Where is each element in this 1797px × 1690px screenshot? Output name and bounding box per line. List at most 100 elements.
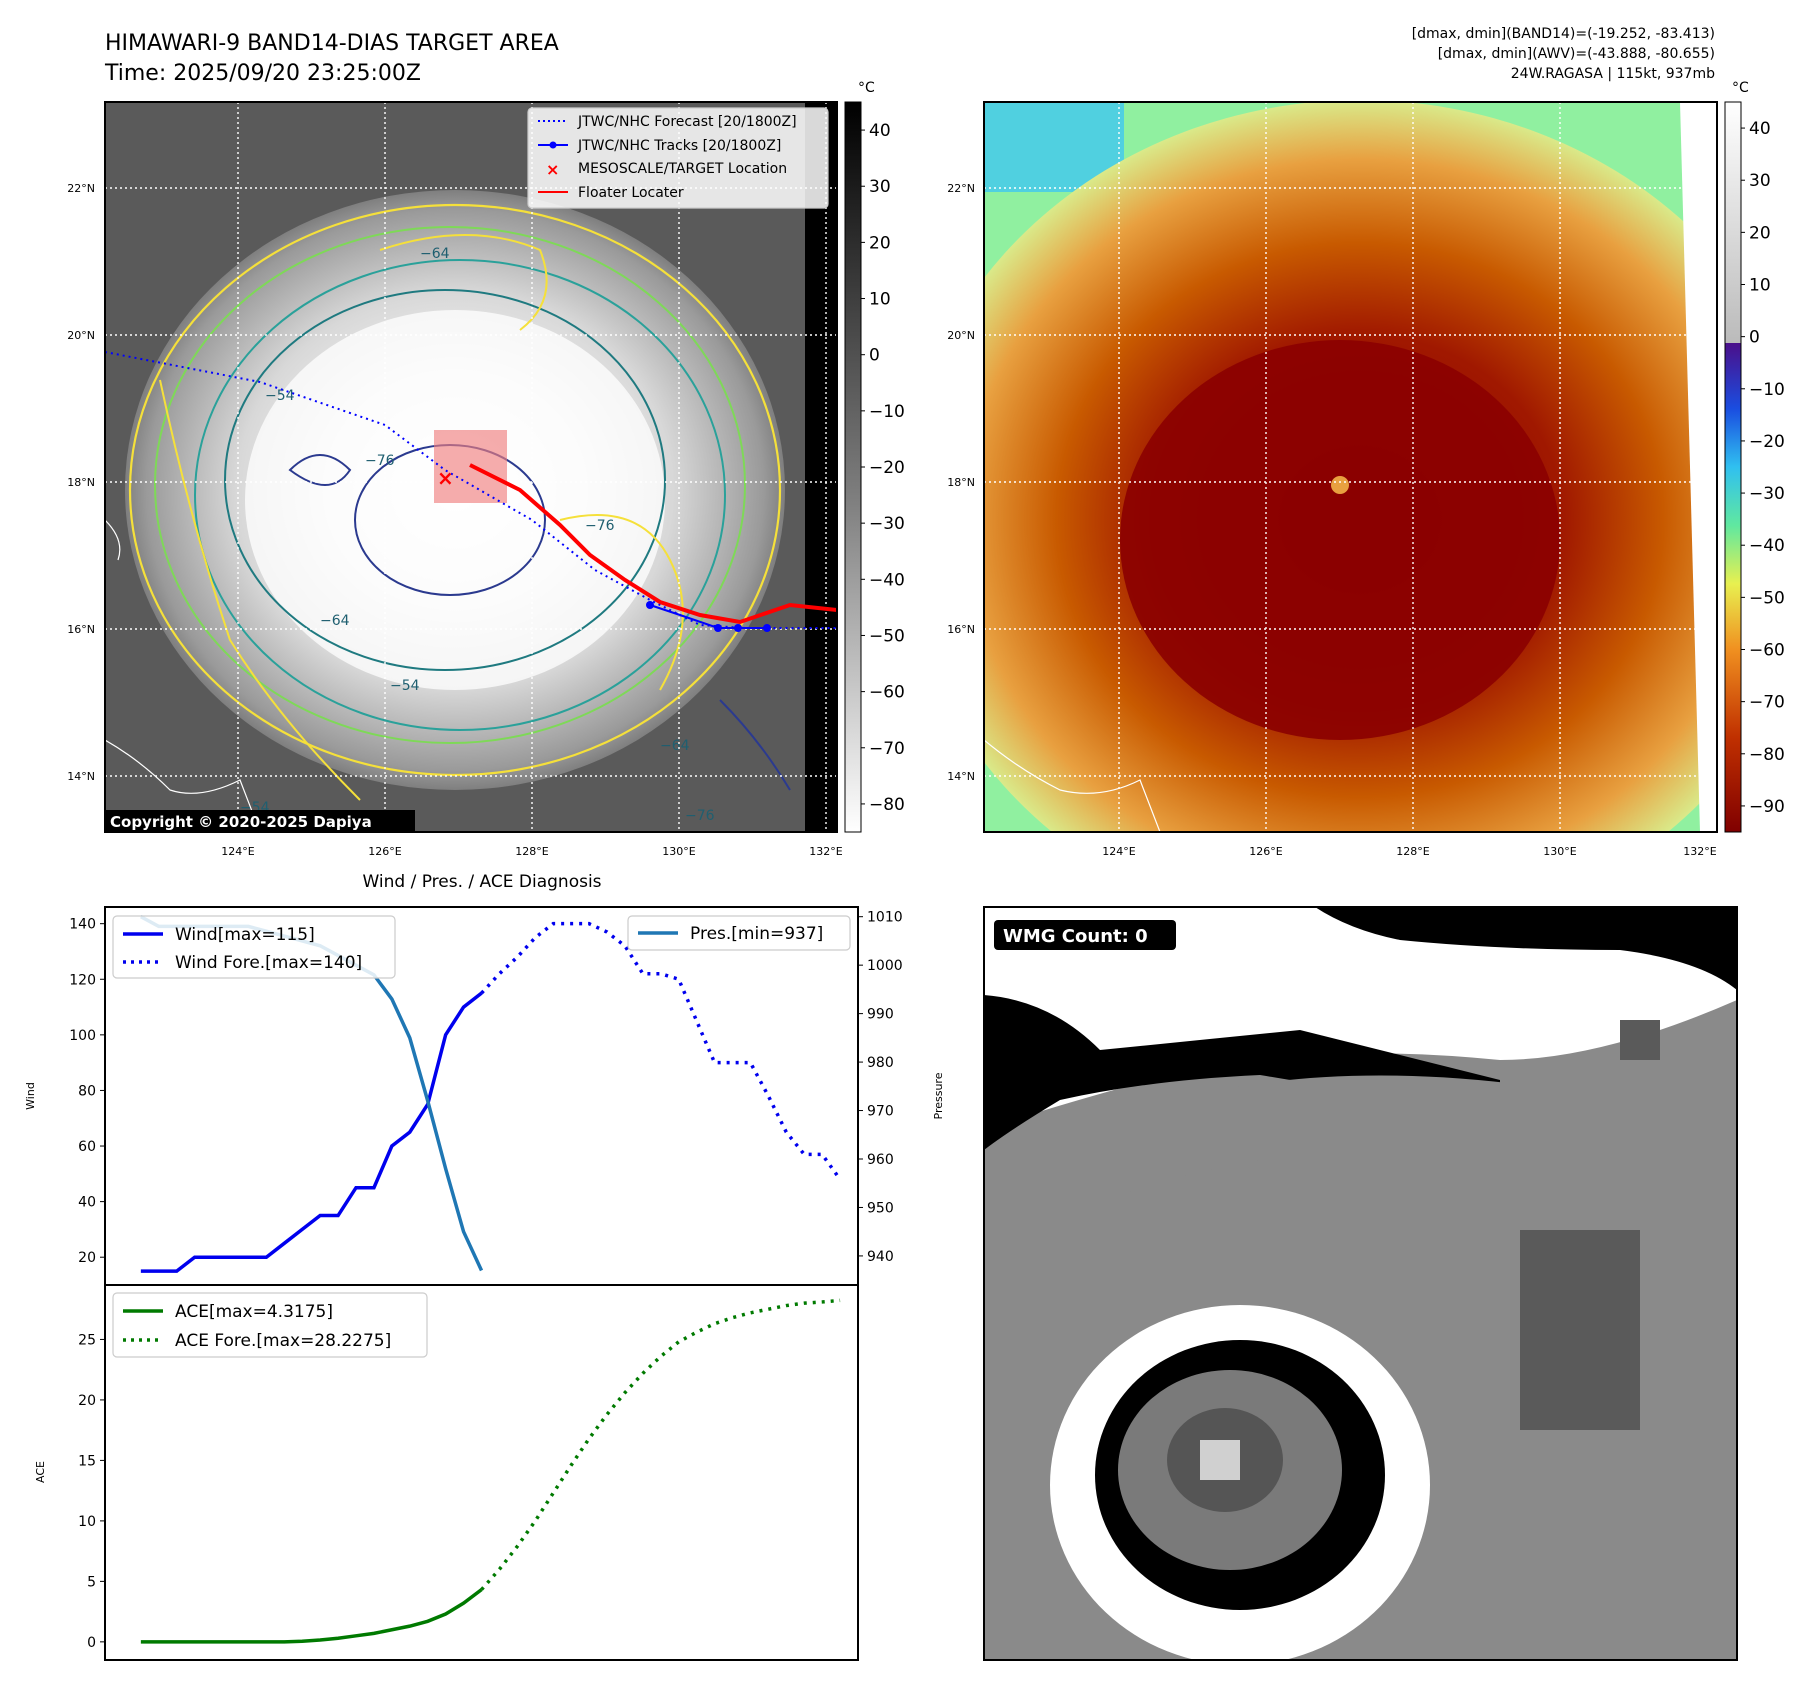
ace-legend-box [112, 1292, 428, 1358]
legend-floater-label: Floater Locater [578, 185, 684, 201]
right-grid [984, 102, 1717, 832]
lon-label: 128°E [1396, 845, 1429, 858]
ace-y-tick-label: 25 [78, 1332, 96, 1348]
left-lon-labels: 124°E 126°E 128°E 130°E 132°E [221, 845, 842, 858]
lon-label: 126°E [368, 845, 401, 858]
colorbar-tick-label: −20 [1749, 432, 1785, 452]
lon-label: 132°E [809, 845, 842, 858]
wind-y-tick-label: 60 [78, 1139, 96, 1155]
colorbar-tick-label: −80 [869, 795, 905, 815]
pressure-y-tick-label: 990 [867, 1007, 894, 1023]
legend-forecast-label: JTWC/NHC Forecast [20/1800Z] [577, 114, 797, 130]
colorbar-tick-label: 10 [1749, 276, 1771, 296]
colorbar-tick-label: −60 [869, 683, 905, 703]
legend-ace-label: ACE[max=4.3175] [175, 1302, 333, 1322]
copyright-text: Copyright © 2020-2025 Dapiya [110, 813, 372, 831]
storm-eye [1331, 476, 1349, 494]
coastline [984, 739, 1161, 832]
wmg-count-badge [994, 920, 1176, 950]
diagnosis-title: Wind / Pres. / ACE Diagnosis [362, 872, 601, 892]
ace-line [140, 1588, 483, 1644]
pressure-y-tick-label: 970 [867, 1104, 894, 1120]
ace-axis-label: ACE [34, 1461, 47, 1483]
no-data-strip [805, 102, 837, 832]
contour-label: −76 [585, 518, 615, 534]
contour-label: −76 [365, 453, 395, 469]
legend-tracks-label: JTWC/NHC Tracks [20/1800Z] [577, 138, 781, 154]
lat-label: 14°N [947, 770, 975, 783]
colorbar-tick-label: −90 [1749, 797, 1785, 817]
contour-label: −54 [390, 678, 420, 694]
ace-series-group [140, 1298, 841, 1644]
lon-label: 124°E [221, 845, 254, 858]
contour-labels: −64 −76 −76 −64 −54 −54 −64 −76 −54 [240, 246, 715, 824]
legend-target-marker: × [546, 160, 559, 179]
left-lat-labels: 22°N 20°N 18°N 16°N 14°N [67, 182, 95, 783]
target-marker: × [437, 466, 454, 490]
contour-label: −54 [265, 388, 295, 404]
pressure-y-ticks: 940 950 960 970 980 990 1000 1010 [858, 910, 903, 1265]
ace-y-tick-label: 0 [87, 1635, 96, 1651]
lon-label: 132°E [1683, 845, 1716, 858]
lat-label: 18°N [67, 476, 95, 489]
ace-legend: ACE[max=4.3175] ACE Fore.[max=28.2275] [112, 1292, 428, 1358]
track-point [734, 624, 742, 632]
wmg-gray-patch [1110, 1075, 1560, 1200]
floater-track [469, 463, 837, 625]
no-data-edge [1680, 102, 1717, 832]
pressure-axis-label: Pressure [932, 1072, 945, 1119]
legend-ace-fore-label: ACE Fore.[max=28.2275] [175, 1331, 391, 1351]
wmg-panel: WMG Count: 0 [983, 906, 1738, 1661]
left-colorbar-unit: °C [858, 80, 875, 96]
storm-core [1120, 340, 1560, 740]
wmg-dark-patch-small [1620, 1020, 1660, 1060]
colorbar-tick-label: 40 [869, 121, 891, 141]
colorbar-tick-label: 20 [1749, 223, 1771, 243]
right-map-frame [983, 101, 1718, 833]
colorbar-tick-label: 0 [869, 346, 880, 366]
lon-label: 128°E [515, 845, 548, 858]
wind-line [140, 991, 483, 1273]
colorbar-tick-label: 30 [869, 177, 891, 197]
coastline-taiwan [105, 519, 121, 561]
copyright-box [105, 810, 415, 832]
wind-y-tick-label: 80 [78, 1083, 96, 1099]
contour-label: −64 [660, 738, 690, 754]
band14-range: [dmax, dmin](BAND14)=(-19.252, -83.413) [1412, 26, 1715, 42]
colorbar-tick-label: −30 [869, 514, 905, 534]
left-map-frame [104, 101, 838, 833]
right-colorbar-unit: °C [1732, 80, 1749, 96]
wmg-dark-patch [1520, 1230, 1640, 1430]
contour-label: −64 [420, 246, 450, 262]
contour-yellow-outer [128, 203, 782, 777]
lon-label: 130°E [1543, 845, 1576, 858]
lat-label: 20°N [947, 329, 975, 342]
legend-tracks-marker [549, 141, 557, 149]
time-stamp: Time: 2025/09/20 23:25:00Z [104, 61, 421, 86]
lon-label: 126°E [1249, 845, 1282, 858]
colorbar-tick-label: 30 [1749, 171, 1771, 191]
pressure-y-tick-label: 1000 [867, 958, 903, 974]
colorbar-tick-label: 0 [1749, 328, 1760, 348]
colorbar-tick-label: 20 [869, 233, 891, 253]
right-lat-labels: 22°N 20°N 18°N 16°N 14°N [947, 182, 975, 783]
main-title: HIMAWARI-9 BAND14-DIAS TARGET AREA [105, 31, 559, 56]
wind-axis-label: Wind [24, 1082, 37, 1110]
lat-label: 20°N [67, 329, 95, 342]
track-point [714, 624, 722, 632]
lat-label: 16°N [947, 623, 975, 636]
ace-y-tick-label: 5 [87, 1574, 96, 1590]
legend-wind-label: Wind[max=115] [175, 925, 315, 945]
contour-green-outer [154, 226, 746, 744]
contour-teal-outer [194, 259, 726, 731]
ace-panel: 0 5 10 15 20 25 ACE ACE[max=4.3175] ACE Fore.… [34, 1284, 859, 1661]
wind-y-tick-label: 120 [69, 972, 96, 988]
pressure-y-tick-label: 1010 [867, 910, 903, 926]
wind-y-tick-label: 140 [69, 917, 96, 933]
wind-y-ticks: 20 40 60 80 100 120 140 [69, 917, 105, 1266]
colorbar-tick-label: −10 [869, 402, 905, 422]
wmg-eye-center [1200, 1440, 1240, 1480]
awv-range: [dmax, dmin](AWV)=(-43.888, -80.655) [1438, 46, 1715, 62]
contour-label: −64 [320, 613, 350, 629]
